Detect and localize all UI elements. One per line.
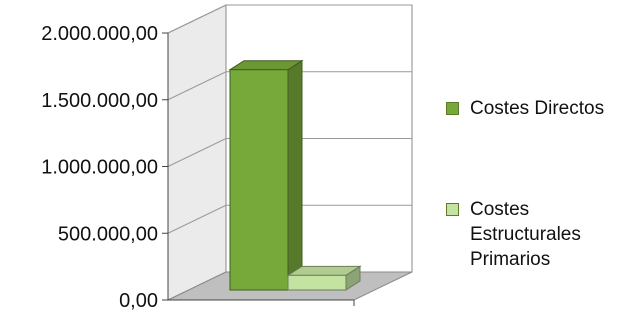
legend-item-costes-directos: Costes Directos (446, 96, 616, 121)
legend-swatch-costes-estructurales (446, 203, 459, 216)
bar-1 (228, 59, 304, 291)
bar-2 (286, 265, 362, 291)
legend: Costes Directos Costes Estructurales Pri… (446, 96, 616, 272)
y-tick-label: 1.500.000,00 (41, 90, 158, 112)
legend-item-costes-estructurales: Costes Estructurales Primarios (446, 197, 616, 272)
side-grid-line (167, 71, 227, 101)
y-axis-ticks: 0,00 500.000,00 1.000.000,00 1.500.000,00 2.… (41, 23, 355, 312)
legend-swatch-costes-directos (446, 102, 459, 115)
bar-front (287, 274, 347, 291)
side-grid-line (167, 204, 227, 234)
bars (228, 59, 362, 291)
legend-label-costes-directos: Costes Directos (470, 98, 605, 119)
y-tick-label: 2.000.000,00 (41, 23, 158, 45)
legend-label-costes-estructurales: Costes Estructurales Primarios (470, 199, 581, 270)
y-tick-label: 500.000,00 (58, 223, 158, 245)
side-grid-line (167, 138, 227, 167)
y-tick-label: 0,00 (119, 290, 158, 312)
y-tick-label: 1.000.000,00 (41, 157, 158, 179)
side-grid-line (167, 4, 227, 34)
bar-side (287, 59, 303, 291)
bar-front (229, 69, 289, 291)
